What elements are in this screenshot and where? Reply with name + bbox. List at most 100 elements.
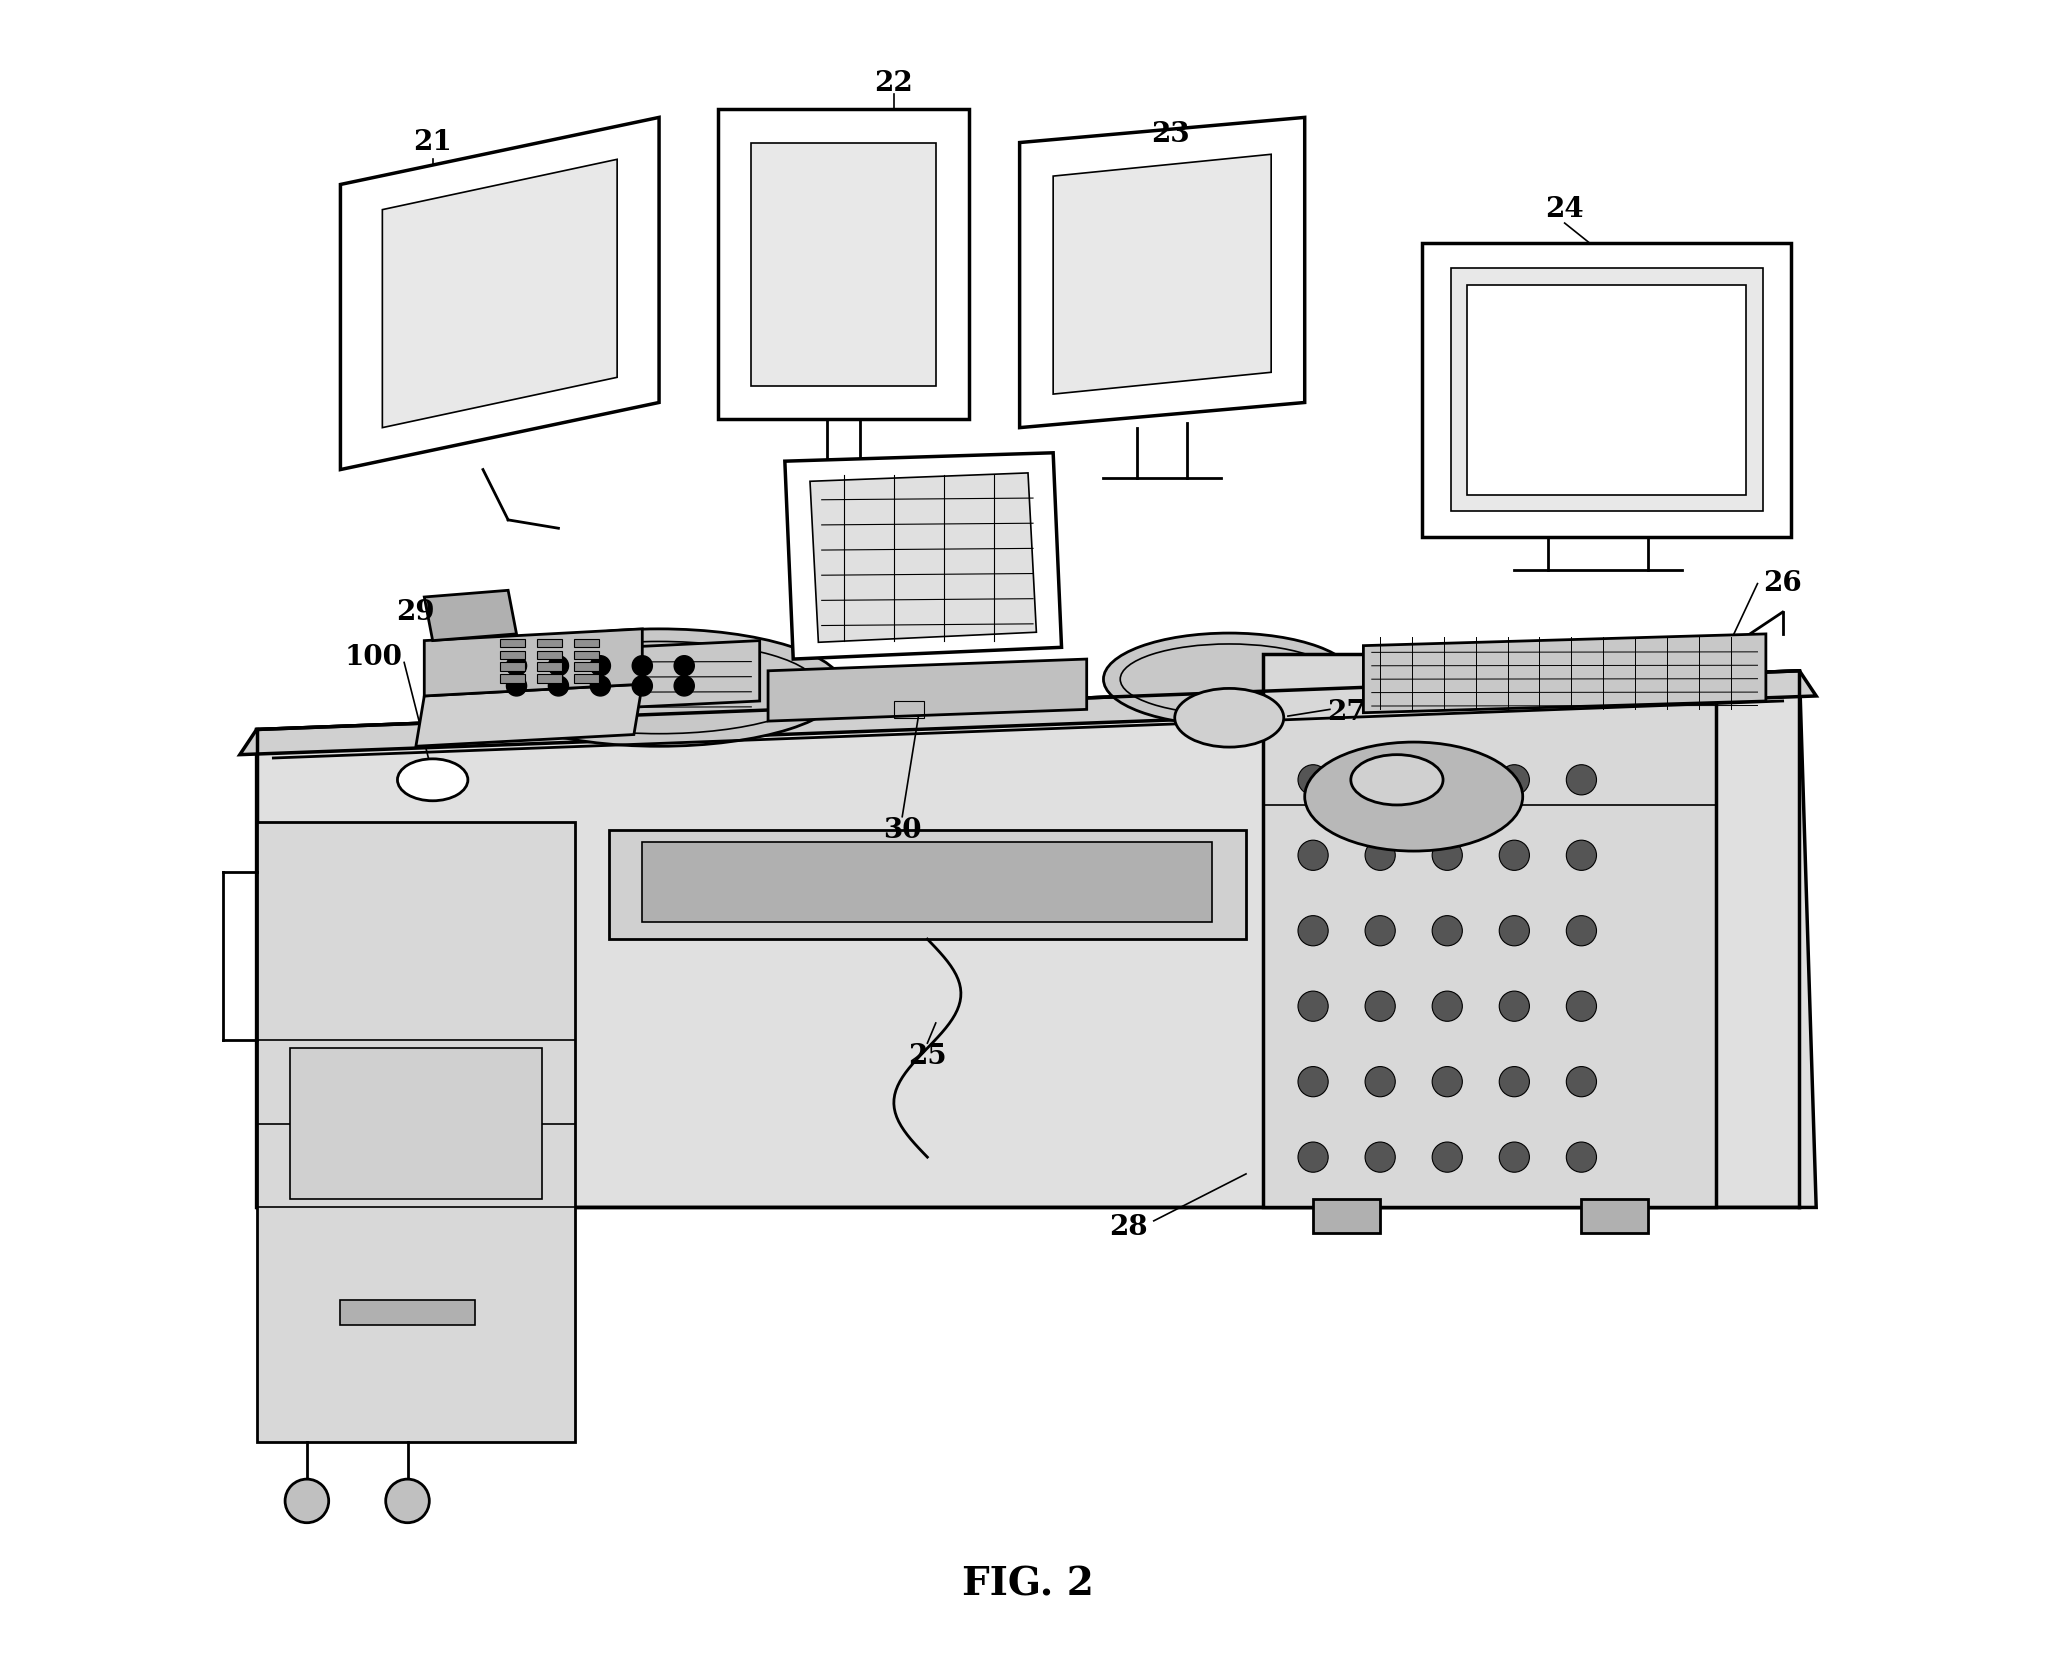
Circle shape	[1297, 1067, 1328, 1097]
Circle shape	[1297, 916, 1328, 946]
Text: 25: 25	[909, 1043, 946, 1070]
Bar	[574, 639, 598, 647]
Polygon shape	[415, 684, 641, 746]
Text: 29: 29	[397, 599, 436, 626]
Circle shape	[590, 656, 611, 676]
Circle shape	[1365, 991, 1396, 1021]
Bar	[1314, 1199, 1380, 1233]
Circle shape	[590, 676, 611, 696]
Bar	[500, 662, 524, 671]
Circle shape	[1499, 765, 1530, 795]
Text: 26: 26	[1764, 570, 1801, 597]
Text: 23: 23	[1151, 121, 1190, 148]
Ellipse shape	[1351, 755, 1443, 805]
Circle shape	[633, 676, 652, 696]
Circle shape	[549, 676, 570, 696]
Polygon shape	[424, 590, 516, 641]
Polygon shape	[450, 641, 759, 716]
Circle shape	[1567, 916, 1598, 946]
Ellipse shape	[1121, 644, 1338, 714]
Circle shape	[506, 656, 526, 676]
Circle shape	[549, 656, 570, 676]
Bar	[537, 662, 561, 671]
Text: 24: 24	[1546, 196, 1583, 223]
Ellipse shape	[1306, 741, 1523, 852]
Circle shape	[1499, 1067, 1530, 1097]
Polygon shape	[341, 117, 660, 470]
Polygon shape	[785, 453, 1061, 659]
Bar	[1262, 654, 1715, 1207]
Circle shape	[1365, 765, 1396, 795]
Text: 30: 30	[882, 817, 921, 844]
Bar	[574, 674, 598, 683]
Ellipse shape	[500, 642, 818, 735]
Bar	[641, 842, 1213, 922]
Circle shape	[286, 1479, 329, 1523]
Circle shape	[1433, 991, 1462, 1021]
Circle shape	[674, 676, 695, 696]
Bar	[537, 651, 561, 659]
Text: 28: 28	[1110, 1214, 1147, 1241]
Circle shape	[506, 676, 526, 696]
Circle shape	[633, 656, 652, 676]
Circle shape	[1297, 840, 1328, 870]
Text: 22: 22	[874, 70, 913, 97]
Text: 21: 21	[413, 129, 452, 156]
Bar	[894, 701, 923, 718]
Ellipse shape	[1174, 689, 1283, 748]
Text: 27: 27	[1328, 699, 1365, 726]
Bar	[290, 1048, 541, 1199]
Polygon shape	[769, 659, 1088, 721]
Circle shape	[1433, 840, 1462, 870]
Polygon shape	[1363, 634, 1766, 713]
Bar	[257, 822, 576, 1442]
Polygon shape	[382, 159, 617, 428]
Polygon shape	[1053, 154, 1271, 394]
Polygon shape	[257, 671, 1815, 1207]
Bar	[574, 662, 598, 671]
Ellipse shape	[475, 629, 843, 746]
Bar	[537, 639, 561, 647]
Polygon shape	[1423, 243, 1791, 537]
Ellipse shape	[397, 758, 469, 802]
Circle shape	[1297, 991, 1328, 1021]
Polygon shape	[750, 143, 935, 386]
Bar	[574, 651, 598, 659]
Polygon shape	[810, 473, 1036, 642]
Text: 100: 100	[345, 644, 403, 671]
Circle shape	[1365, 1067, 1396, 1097]
Polygon shape	[424, 629, 641, 696]
Circle shape	[1567, 1142, 1598, 1172]
Bar	[341, 1300, 475, 1325]
Circle shape	[1499, 840, 1530, 870]
Text: FIG. 2: FIG. 2	[962, 1566, 1094, 1603]
Polygon shape	[1468, 285, 1746, 495]
Polygon shape	[1020, 117, 1306, 428]
Circle shape	[1499, 916, 1530, 946]
Circle shape	[1365, 916, 1396, 946]
Circle shape	[1433, 1067, 1462, 1097]
Circle shape	[1365, 1142, 1396, 1172]
Circle shape	[1365, 840, 1396, 870]
Circle shape	[1567, 1067, 1598, 1097]
Circle shape	[1567, 991, 1598, 1021]
Bar	[500, 639, 524, 647]
Polygon shape	[718, 109, 968, 419]
Circle shape	[1297, 765, 1328, 795]
Bar	[1581, 1199, 1649, 1233]
Polygon shape	[1452, 268, 1762, 511]
Circle shape	[1297, 1142, 1328, 1172]
Ellipse shape	[1104, 634, 1355, 724]
Circle shape	[1433, 1142, 1462, 1172]
Circle shape	[1567, 765, 1598, 795]
Bar	[500, 674, 524, 683]
Circle shape	[387, 1479, 430, 1523]
Bar	[500, 651, 524, 659]
Bar	[609, 830, 1246, 939]
Circle shape	[674, 656, 695, 676]
Polygon shape	[241, 671, 1815, 755]
Circle shape	[1567, 840, 1598, 870]
Bar	[537, 674, 561, 683]
Circle shape	[1433, 916, 1462, 946]
Circle shape	[1433, 765, 1462, 795]
